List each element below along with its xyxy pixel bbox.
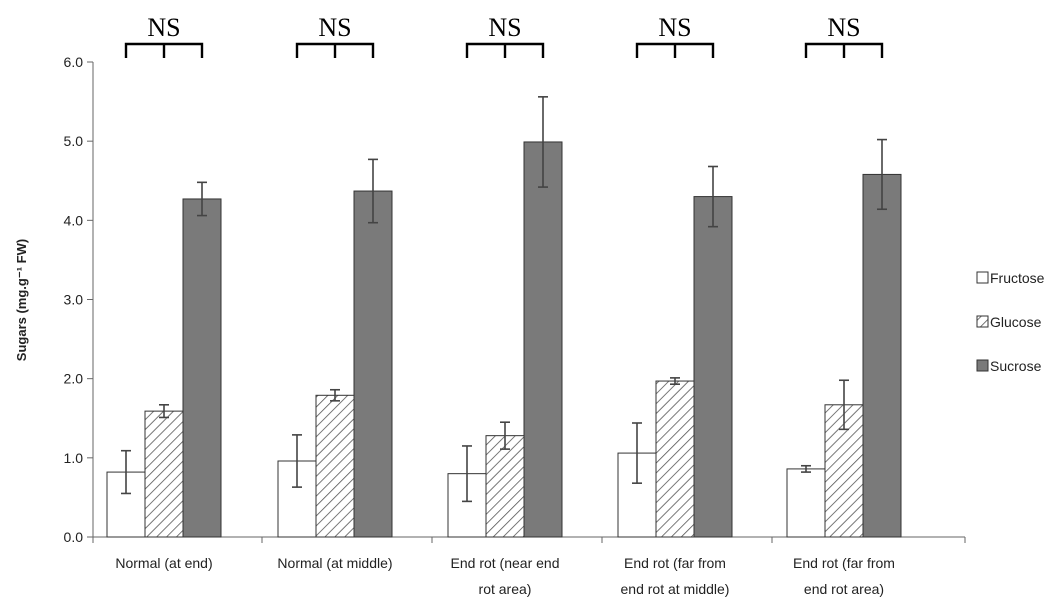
bar-sucrose bbox=[693, 196, 733, 538]
significance-bracket bbox=[295, 42, 375, 58]
significance-bracket bbox=[465, 42, 545, 58]
y-tick-label: 6.0 bbox=[64, 54, 84, 70]
bar-sucrose bbox=[353, 190, 393, 538]
y-axis-label: Sugars (mg.g⁻¹ FW) bbox=[14, 239, 29, 361]
y-tick-label: 5.0 bbox=[64, 133, 84, 149]
significance-label: NS bbox=[488, 13, 521, 42]
bar-sucrose bbox=[862, 173, 902, 538]
y-tick-label: 0.0 bbox=[64, 529, 84, 545]
significance-label: NS bbox=[147, 13, 180, 42]
legend-label-sucrose: Sucrose bbox=[990, 358, 1042, 374]
x-tick-label: end rot at middle) bbox=[621, 581, 730, 597]
significance-bracket bbox=[635, 42, 715, 58]
legend-label-glucose: Glucose bbox=[990, 314, 1042, 330]
x-tick-label: rot area) bbox=[479, 581, 532, 597]
y-tick-label: 3.0 bbox=[64, 292, 84, 308]
legend-swatch-fructose bbox=[976, 271, 989, 284]
y-tick-label: 1.0 bbox=[64, 450, 84, 466]
x-tick-label: end rot area) bbox=[804, 581, 884, 597]
x-tick-label: Normal (at end) bbox=[115, 555, 212, 571]
legend-swatch-glucose bbox=[976, 315, 989, 328]
bar-glucose bbox=[144, 410, 184, 538]
significance-bracket bbox=[804, 42, 884, 58]
significance-label: NS bbox=[318, 13, 351, 42]
plot-area: 0.0 1.0 2.0 3.0 4.0 5.0 6.0 Normal (at end) Norm… bbox=[64, 13, 966, 597]
significance-label: NS bbox=[827, 13, 860, 42]
significance-label: NS bbox=[658, 13, 691, 42]
x-tick-label: Normal (at middle) bbox=[277, 555, 392, 571]
bar-sucrose bbox=[182, 198, 222, 538]
bar-glucose bbox=[485, 435, 525, 538]
bar-glucose bbox=[655, 380, 695, 538]
legend: Fructose Glucose Sucrose bbox=[976, 270, 1045, 374]
x-tick-label: End rot (far from bbox=[624, 555, 726, 571]
legend-swatch-sucrose bbox=[976, 359, 989, 372]
significance-bracket bbox=[124, 42, 204, 58]
bar-glucose bbox=[315, 394, 355, 538]
bar-sucrose bbox=[523, 141, 563, 538]
x-tick-label: End rot (far from bbox=[793, 555, 895, 571]
x-tick-label: End rot (near end bbox=[451, 555, 560, 571]
y-tick-label: 2.0 bbox=[64, 371, 84, 387]
y-tick-label: 4.0 bbox=[64, 212, 84, 228]
bar-fructose bbox=[786, 468, 826, 538]
legend-label-fructose: Fructose bbox=[990, 270, 1045, 286]
